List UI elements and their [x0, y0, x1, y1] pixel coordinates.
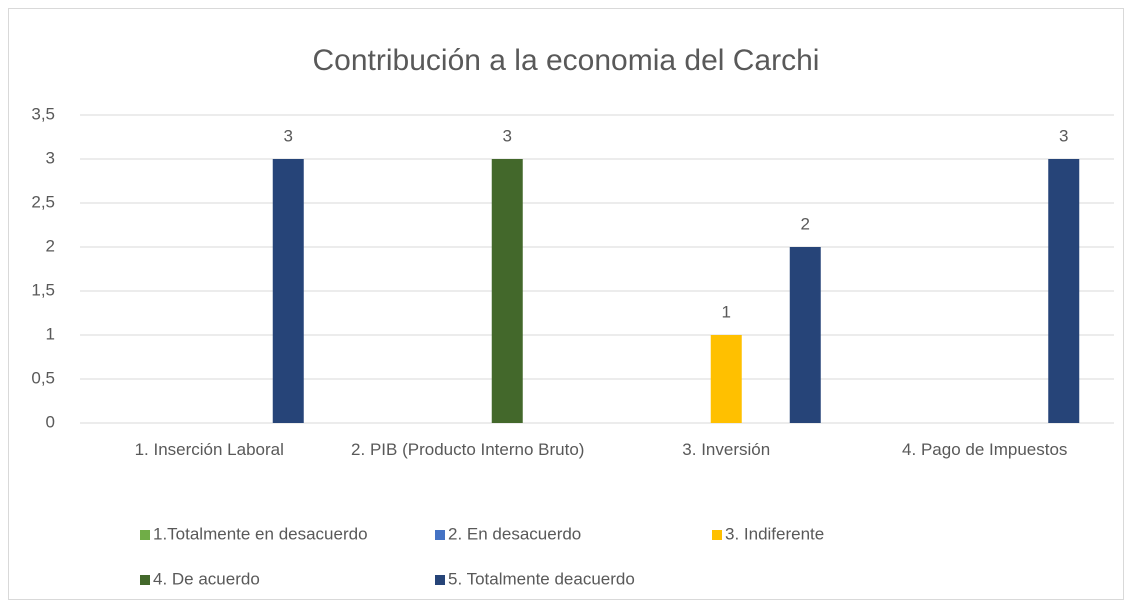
legend-swatch [712, 530, 722, 540]
y-tick-label: 3 [46, 148, 55, 167]
x-tick-label: 2. PIB (Producto Interno Bruto) [351, 440, 585, 459]
legend-swatch [435, 530, 445, 540]
y-tick-label: 2 [46, 236, 55, 255]
legend-label: 4. De acuerdo [153, 569, 260, 588]
bar [789, 247, 821, 423]
legend-label: 3. Indiferente [725, 524, 824, 543]
y-tick-label: 2,5 [31, 192, 55, 211]
chart-border [8, 8, 1124, 600]
bar [272, 159, 304, 423]
x-tick-label: 3. Inversión [682, 440, 771, 459]
bar [491, 159, 523, 423]
y-tick-label: 1,5 [31, 280, 55, 299]
y-tick-label: 0,5 [31, 368, 55, 387]
data-label: 1 [722, 302, 731, 321]
data-label: 3 [284, 126, 293, 145]
legend-label: 5. Totalmente deacuerdo [448, 569, 635, 588]
data-label: 3 [1059, 126, 1068, 145]
y-tick-label: 1 [46, 324, 55, 343]
bar [1048, 159, 1080, 423]
x-tick-label: 4. Pago de Impuestos [902, 440, 1068, 459]
x-tick-label: 1. Inserción Laboral [134, 440, 284, 459]
data-label: 2 [801, 214, 810, 233]
legend-swatch [140, 530, 150, 540]
legend-label: 2. En desacuerdo [448, 524, 581, 543]
legend-swatch [140, 575, 150, 585]
legend-swatch [435, 575, 445, 585]
legend-label: 1.Totalmente en desacuerdo [153, 524, 368, 543]
y-tick-label: 0 [46, 412, 55, 431]
y-tick-label: 3,5 [31, 104, 55, 123]
bar [710, 335, 742, 423]
data-label: 3 [503, 126, 512, 145]
chart-title: Contribución a la economia del Carchi [313, 44, 820, 77]
